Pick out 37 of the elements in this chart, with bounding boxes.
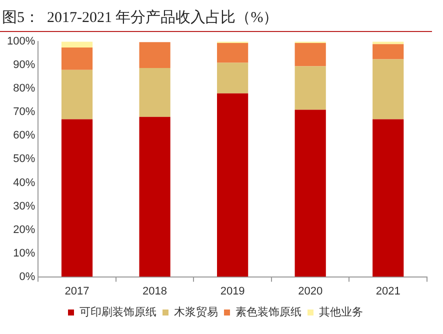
bar	[217, 62, 248, 94]
x-tick-label: 2021	[376, 285, 400, 298]
bar	[139, 68, 170, 117]
y-tick-label: 50%	[13, 153, 36, 166]
bar	[294, 66, 326, 110]
x-tick-label: 2017	[64, 285, 90, 298]
legend-label: 素色装饰原纸	[236, 305, 302, 318]
bar	[139, 42, 170, 68]
bar	[217, 43, 248, 63]
y-tick-label: 80%	[13, 82, 36, 95]
y-tick-label: 60%	[13, 130, 36, 142]
legend-label: 其他业务	[319, 305, 363, 318]
y-tick-label: 20%	[13, 224, 36, 236]
legend-label: 可印刷装饰原纸	[80, 305, 156, 318]
bar	[61, 47, 93, 70]
y-tick-label: 70%	[13, 106, 36, 118]
bar	[61, 70, 93, 120]
bar	[372, 59, 404, 120]
y-tick-label: 40%	[13, 176, 36, 189]
bar	[294, 43, 326, 66]
chart-title: 图5： 2017-2021 年分产品收入占比（%）	[0, 0, 432, 32]
bar	[294, 110, 326, 277]
y-tick-label: 30%	[13, 200, 36, 212]
bar	[61, 42, 93, 48]
y-tick-label: 0%	[19, 270, 36, 283]
bar	[139, 116, 170, 277]
bar	[61, 119, 93, 277]
bar	[372, 119, 404, 277]
legend-label: 木浆贸易	[174, 305, 218, 318]
bar	[372, 44, 404, 60]
bar	[217, 93, 248, 277]
x-tick-label: 2019	[220, 285, 245, 298]
y-tick-label: 10%	[13, 247, 36, 260]
x-tick-label: 2018	[142, 285, 168, 298]
y-tick-label: 100%	[6, 36, 36, 48]
y-tick-label: 90%	[13, 59, 36, 72]
x-tick-label: 2020	[298, 285, 323, 298]
